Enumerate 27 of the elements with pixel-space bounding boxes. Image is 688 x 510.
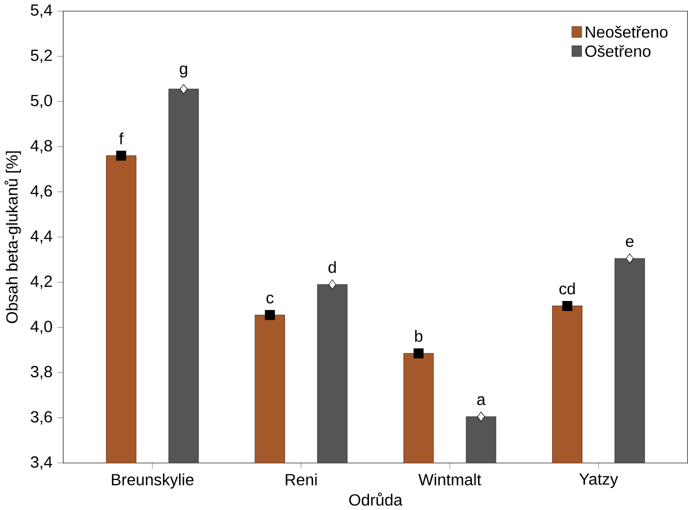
data-label: f <box>119 132 124 144</box>
legend-label: Ošetřeno <box>585 44 650 57</box>
x-tick-label: Reni <box>286 473 317 486</box>
y-tick-label: 4,8 <box>30 140 52 154</box>
data-label: cd <box>559 282 575 294</box>
data-label: e <box>626 238 634 247</box>
y-tick-label: 5,0 <box>30 94 52 108</box>
x-axis-title: Odrůda <box>349 492 402 506</box>
y-tick-label: 4,2 <box>30 275 52 289</box>
data-label: d <box>328 261 336 273</box>
y-tick-label: 5,4 <box>30 4 52 18</box>
data-label: g <box>180 65 188 78</box>
y-tick-label: 4,4 <box>30 230 52 244</box>
y-tick-label: 3,8 <box>30 366 52 380</box>
data-label: c <box>266 294 274 304</box>
y-axis-title: Obsah beta-glukanů [%] <box>4 151 21 324</box>
y-tick-label: 4,0 <box>30 320 52 334</box>
y-tick-label: 5,2 <box>30 50 52 63</box>
x-tick-label: Breunskylie <box>112 473 194 489</box>
y-tick-label: 3,4 <box>30 456 52 470</box>
legend-label: Neošetřeno <box>586 26 668 38</box>
x-tick-label: Wintmalt <box>418 473 482 486</box>
y-tick-label: 4,6 <box>30 185 52 198</box>
data-label: b <box>415 330 422 342</box>
y-tick-label: 3,6 <box>30 411 52 424</box>
x-tick-label: Yatzy <box>579 473 618 488</box>
data-label: a <box>477 396 486 406</box>
